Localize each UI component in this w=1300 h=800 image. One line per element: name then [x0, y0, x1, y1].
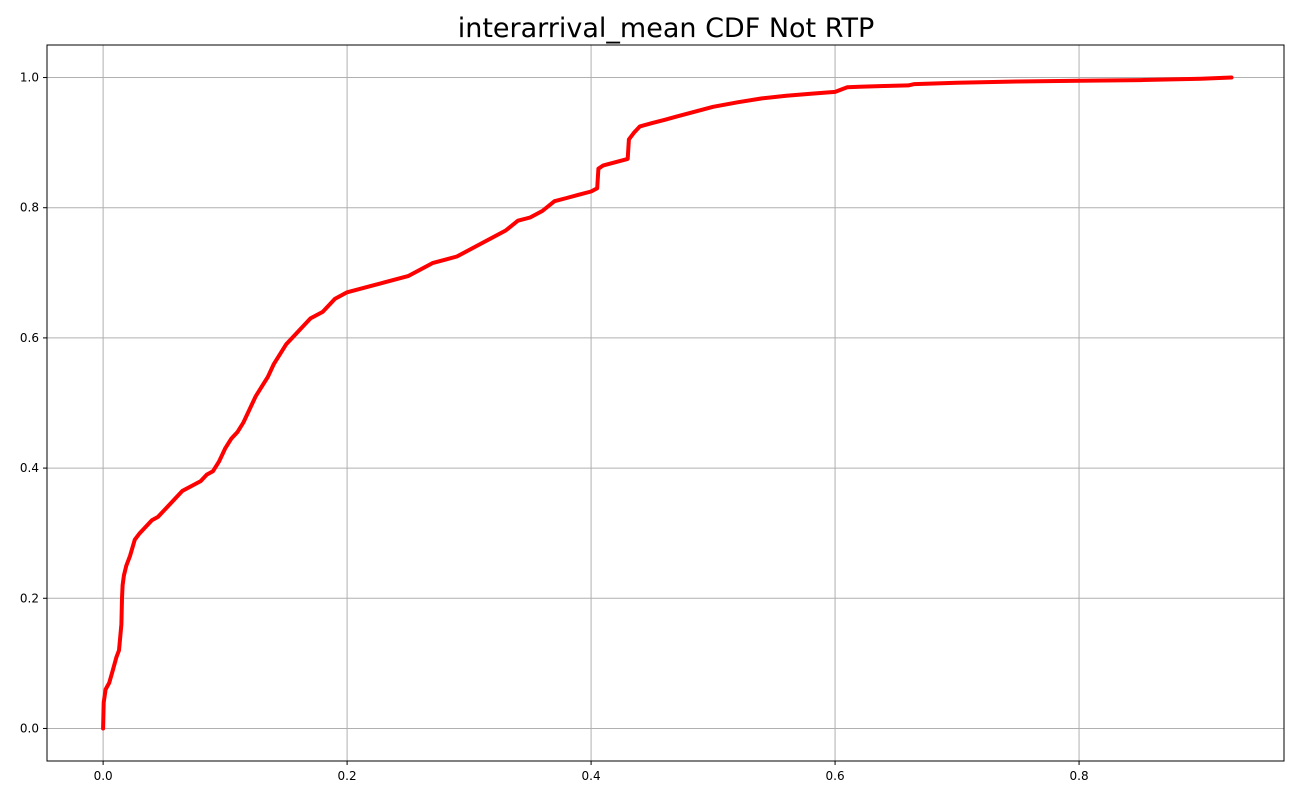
- y-tick-label: 0.2: [20, 591, 39, 605]
- y-tick-label: 1.0: [20, 71, 39, 85]
- tick-layer: 0.0 0.2 0.4 0.6 0.8 0.0 0.2 0.4 0.6 0.8 1.0: [20, 71, 1089, 783]
- x-tick-label: 0.2: [338, 769, 357, 783]
- y-tick-label: 0.6: [20, 331, 39, 345]
- plot-area-frame: [46, 44, 1285, 762]
- y-tick-label: 0.8: [20, 201, 39, 215]
- y-tick-label: 0.0: [20, 721, 39, 735]
- y-tick-label: 0.4: [20, 461, 39, 475]
- series-layer: [101, 75, 1234, 731]
- x-tick-label: 0.8: [1070, 769, 1089, 783]
- x-tick-label: 0.6: [826, 769, 845, 783]
- grid-lines: [47, 45, 1284, 761]
- x-tick-label: 0.0: [94, 769, 113, 783]
- chart-title: interarrival_mean CDF Not RTP: [458, 13, 875, 44]
- cdf-series-line: [101, 75, 1234, 731]
- x-tick-label: 0.4: [582, 769, 601, 783]
